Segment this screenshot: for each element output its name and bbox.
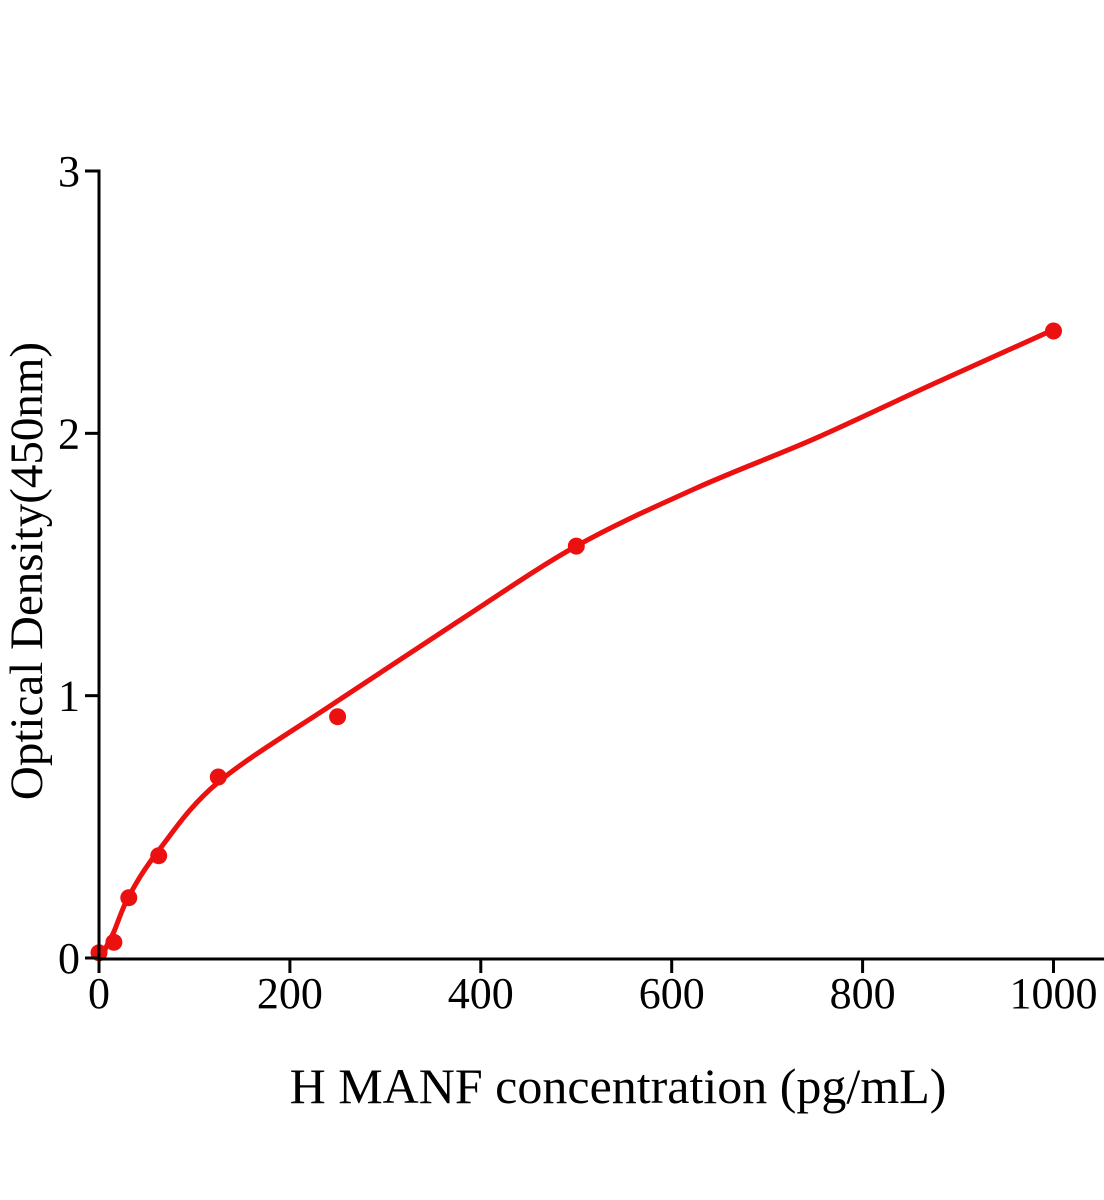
data-point bbox=[150, 847, 168, 865]
data-point bbox=[1045, 322, 1062, 340]
fit-curve bbox=[99, 327, 1056, 961]
y-tick-label: 3 bbox=[58, 147, 80, 196]
x-tick-label: 600 bbox=[639, 969, 705, 1018]
data-point bbox=[105, 933, 123, 951]
y-tick-label: 2 bbox=[58, 409, 80, 458]
data-point bbox=[329, 708, 347, 726]
data-points-layer bbox=[90, 322, 1062, 962]
data-point bbox=[209, 768, 227, 786]
x-tick-label: 1000 bbox=[1010, 969, 1098, 1018]
data-point bbox=[120, 889, 138, 907]
x-tick-label: 0 bbox=[88, 969, 110, 1018]
tick-labels-layer: 0 200 400 600 800 1000 0 1 2 3 bbox=[58, 147, 1098, 1018]
x-tick-label: 800 bbox=[830, 969, 896, 1018]
y-axis-title: Optical Density(450nm) bbox=[1, 342, 53, 800]
data-point bbox=[567, 537, 585, 555]
y-tick-label: 0 bbox=[58, 934, 80, 983]
x-axis-title: H MANF concentration (pg/mL) bbox=[290, 1058, 947, 1114]
axes-layer bbox=[85, 169, 1104, 973]
y-tick-label: 1 bbox=[58, 672, 80, 721]
fit-curve-layer bbox=[99, 327, 1056, 961]
x-tick-label: 200 bbox=[257, 969, 323, 1018]
x-tick-label: 400 bbox=[448, 969, 514, 1018]
